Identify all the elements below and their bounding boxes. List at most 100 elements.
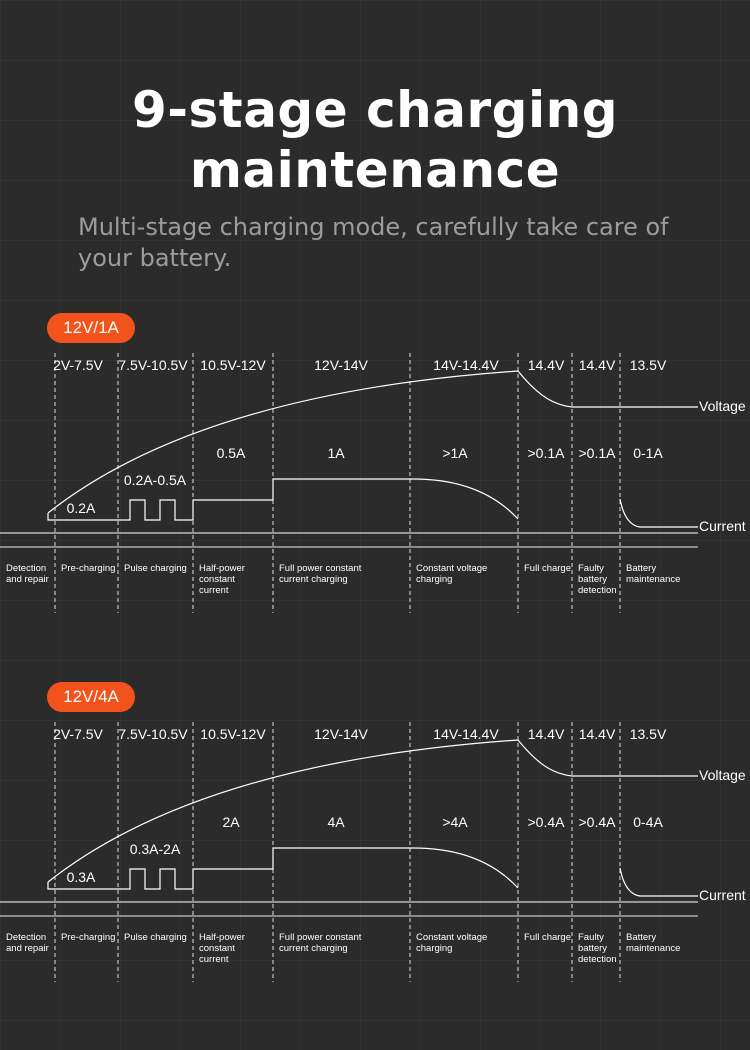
page-subtitle: Multi-stage charging mode, carefully tak…	[78, 213, 669, 272]
stage-name-line: Faulty	[578, 932, 604, 943]
stage-name-line: detection	[578, 585, 617, 596]
stage-name-line: battery	[578, 943, 607, 954]
current-value-label: 0-1A	[633, 445, 663, 461]
current-value-label: 0.3A	[67, 869, 96, 885]
stage-name-label: Full power constant current charging	[279, 563, 362, 585]
stage-name-label: Pulse charging	[124, 563, 187, 574]
stage-name-label: Battery maintenance	[626, 563, 680, 585]
voltage-range-label: 2V-7.5V	[53, 726, 103, 742]
current-value-label: 4A	[327, 814, 345, 830]
voltage-range-label: 13.5V	[630, 726, 667, 742]
stage-name-line: Pulse charging	[124, 932, 187, 943]
voltage-range-label: 2V-7.5V	[53, 357, 103, 373]
voltage-label: Voltage	[699, 398, 746, 414]
voltage-range-label: 14V-14.4V	[433, 726, 499, 742]
current-value-label: 1A	[327, 445, 345, 461]
current-value-label: >4A	[442, 814, 468, 830]
stage-name-label: Pre-charging	[61, 932, 115, 943]
voltage-range-label: 10.5V-12V	[200, 357, 266, 373]
stage-name-line: Constant voltage	[416, 932, 487, 943]
stage-name-line: constant	[199, 574, 235, 585]
stage-name-line: Half-power	[199, 563, 245, 574]
voltage-label: Voltage	[699, 767, 746, 783]
stage-name-line: and repair	[6, 574, 49, 585]
current-curve	[47, 478, 698, 528]
stage-name-label: Full power constant current charging	[279, 932, 362, 954]
stage-name-line: Pulse charging	[124, 563, 187, 574]
voltage-range-label: 12V-14V	[314, 357, 368, 373]
current-label: Current	[699, 518, 746, 534]
title-line-2: maintenance	[189, 141, 561, 199]
stage-name-line: Detection	[6, 932, 46, 943]
stage-name-line: Battery	[626, 563, 656, 574]
current-value-label: 0.3A-2A	[130, 841, 181, 857]
current-value-label: >0.1A	[579, 445, 617, 461]
charging-curve-diagram: Voltage Current 2V-7.5V 7.5V-10.5V 10.5V-12V…	[0, 722, 746, 982]
current-value-label: >0.1A	[528, 445, 566, 461]
voltage-range-label: 14.4V	[528, 357, 565, 373]
current-label: Current	[699, 887, 746, 903]
current-value-label: >0.4A	[579, 814, 617, 830]
current-value-label: >0.4A	[528, 814, 566, 830]
stage-name-label: Pulse charging	[124, 932, 187, 943]
rating-badge: 12V/4A	[47, 682, 135, 712]
stage-name-line: Battery	[626, 932, 656, 943]
stage-name-line: Faulty	[578, 563, 604, 574]
current-value-label: 0.5A	[217, 445, 246, 461]
voltage-range-label: 14.4V	[579, 726, 616, 742]
stage-name-label: Detection and repair	[6, 563, 49, 585]
stage-name-label: Pre-charging	[61, 563, 115, 574]
voltage-range-label: 10.5V-12V	[200, 726, 266, 742]
stage-name-line: Detection	[6, 563, 46, 574]
current-value-label: 2A	[222, 814, 240, 830]
stage-name-line: current	[199, 954, 229, 965]
current-curve	[47, 847, 698, 897]
voltage-range-label: 12V-14V	[314, 726, 368, 742]
voltage-range-label: 14V-14.4V	[433, 357, 499, 373]
stage-name-line: maintenance	[626, 574, 680, 585]
stage-name-label: Half-power constant current	[199, 932, 245, 965]
stage-name-label: Faulty battery detection	[578, 932, 617, 965]
page-title: 9-stage charging maintenance	[0, 80, 750, 200]
stage-name-line: Full power constant	[279, 563, 362, 574]
stage-name-line: and repair	[6, 943, 49, 954]
stage-name-line: current	[199, 585, 229, 596]
stage-name-line: charging	[416, 943, 452, 954]
stage-name-line: Full charge	[524, 932, 571, 943]
voltage-range-label: 14.4V	[579, 357, 616, 373]
stage-name-line: Pre-charging	[61, 932, 115, 943]
stage-name-label: Constant voltage charging	[416, 932, 487, 954]
current-value-label: 0-4A	[633, 814, 663, 830]
stage-name-label: Full charge	[524, 563, 571, 574]
current-value-label: >1A	[442, 445, 468, 461]
stage-name-line: Full charge	[524, 563, 571, 574]
stage-name-line: Pre-charging	[61, 563, 115, 574]
title-line-1: 9-stage charging	[131, 81, 618, 139]
stage-name-label: Half-power constant current	[199, 563, 245, 596]
rating-badge: 12V/1A	[47, 313, 135, 343]
stage-name-label: Full charge	[524, 932, 571, 943]
stage-name-line: charging	[416, 574, 452, 585]
stage-name-line: Constant voltage	[416, 563, 487, 574]
stage-name-line: Half-power	[199, 932, 245, 943]
stage-name-line: current charging	[279, 574, 348, 585]
stage-name-line: constant	[199, 943, 235, 954]
voltage-curve	[47, 739, 698, 883]
stage-name-line: battery	[578, 574, 607, 585]
current-value-label: 0.2A	[67, 500, 96, 516]
charging-diagram-12v-4a: 12V/4A Voltage Current 2V-7.5V 7.5V-10.5V 10…	[0, 682, 750, 992]
stage-name-line: Full power constant	[279, 932, 362, 943]
voltage-curve	[47, 370, 698, 514]
stage-name-line: maintenance	[626, 943, 680, 954]
stage-name-label: Constant voltage charging	[416, 563, 487, 585]
voltage-range-label: 14.4V	[528, 726, 565, 742]
voltage-range-label: 7.5V-10.5V	[118, 357, 188, 373]
stage-name-label: Faulty battery detection	[578, 563, 617, 596]
voltage-range-label: 7.5V-10.5V	[118, 726, 188, 742]
charging-curve-diagram: Voltage Current 2V-7.5V 7.5V-10.5V 10.5V-12V…	[0, 353, 746, 613]
current-value-label: 0.2A-0.5A	[124, 472, 187, 488]
stage-name-label: Detection and repair	[6, 932, 49, 954]
charging-diagram-12v-1a: 12V/1A Voltage Current 2V-7.5V 7.5V-10.5V 10…	[0, 313, 750, 623]
voltage-range-label: 13.5V	[630, 357, 667, 373]
stage-name-label: Battery maintenance	[626, 932, 680, 954]
